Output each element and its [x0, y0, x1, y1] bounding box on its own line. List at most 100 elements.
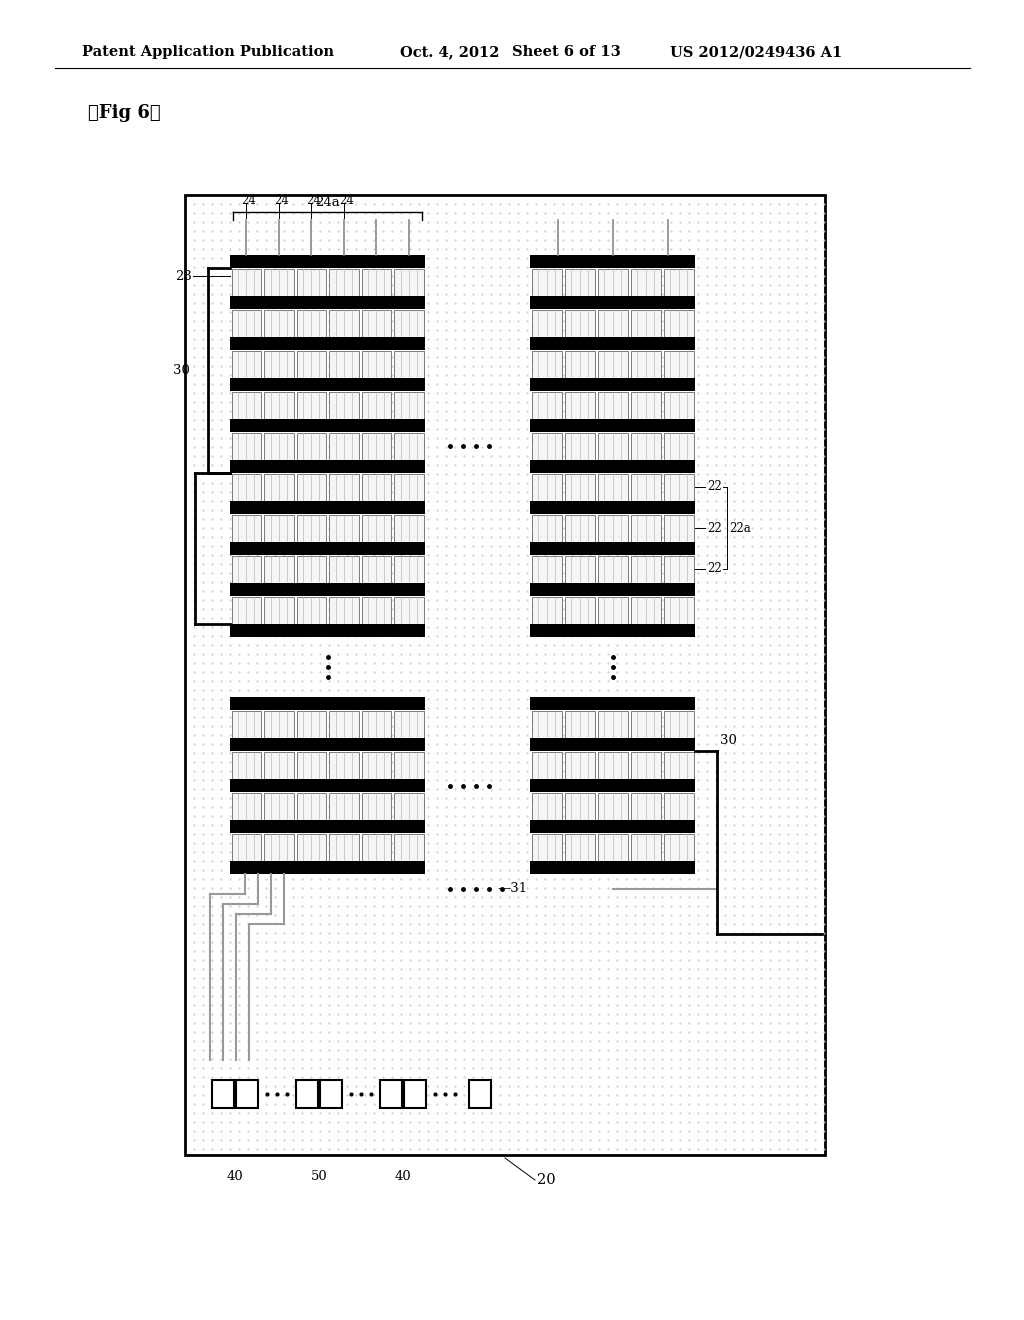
Bar: [394, 515, 424, 543]
Bar: [530, 296, 695, 309]
Bar: [264, 269, 294, 296]
Text: 30: 30: [173, 364, 190, 378]
Bar: [297, 474, 326, 502]
Bar: [297, 310, 326, 337]
Bar: [231, 351, 261, 378]
Bar: [530, 337, 695, 350]
Bar: [597, 433, 628, 459]
Bar: [264, 556, 294, 583]
Bar: [361, 310, 391, 337]
Bar: [230, 459, 425, 473]
Bar: [264, 433, 294, 459]
Bar: [631, 351, 660, 378]
Bar: [212, 1080, 234, 1107]
Bar: [231, 433, 261, 459]
Bar: [664, 711, 693, 738]
Bar: [264, 711, 294, 738]
Text: 30: 30: [720, 734, 737, 747]
Bar: [297, 793, 326, 820]
Bar: [631, 834, 660, 861]
Bar: [564, 433, 595, 459]
Bar: [230, 378, 425, 391]
Bar: [404, 1080, 426, 1107]
Bar: [531, 711, 561, 738]
Bar: [230, 697, 425, 710]
Bar: [394, 392, 424, 418]
Bar: [530, 697, 695, 710]
Bar: [394, 752, 424, 779]
Bar: [297, 752, 326, 779]
Bar: [597, 752, 628, 779]
Bar: [564, 515, 595, 543]
Bar: [530, 820, 695, 833]
Bar: [631, 597, 660, 624]
Text: 24: 24: [242, 194, 256, 206]
Bar: [230, 418, 425, 432]
Bar: [264, 392, 294, 418]
Bar: [394, 597, 424, 624]
Text: 50: 50: [310, 1170, 328, 1183]
Text: 【Fig 6】: 【Fig 6】: [88, 104, 161, 121]
Bar: [361, 392, 391, 418]
Bar: [664, 433, 693, 459]
Bar: [231, 392, 261, 418]
Bar: [361, 351, 391, 378]
Bar: [530, 624, 695, 638]
Bar: [231, 474, 261, 502]
Bar: [329, 351, 358, 378]
Bar: [361, 433, 391, 459]
Bar: [531, 433, 561, 459]
Bar: [531, 752, 561, 779]
Bar: [530, 502, 695, 513]
Text: 23: 23: [175, 269, 191, 282]
Bar: [531, 474, 561, 502]
Bar: [531, 793, 561, 820]
Text: 22a: 22a: [729, 521, 751, 535]
Bar: [564, 752, 595, 779]
Bar: [597, 351, 628, 378]
Text: 24: 24: [339, 194, 353, 206]
Bar: [664, 793, 693, 820]
Bar: [597, 392, 628, 418]
Bar: [597, 515, 628, 543]
Text: 22: 22: [707, 480, 722, 494]
Bar: [394, 433, 424, 459]
Bar: [530, 861, 695, 874]
Bar: [631, 269, 660, 296]
Text: US 2012/0249436 A1: US 2012/0249436 A1: [670, 45, 843, 59]
Bar: [530, 583, 695, 597]
Bar: [230, 738, 425, 751]
Bar: [296, 1080, 318, 1107]
Bar: [231, 269, 261, 296]
Bar: [394, 556, 424, 583]
Bar: [664, 597, 693, 624]
Text: 20: 20: [537, 1173, 556, 1187]
Bar: [531, 515, 561, 543]
Bar: [264, 474, 294, 502]
Bar: [664, 752, 693, 779]
Bar: [297, 351, 326, 378]
Bar: [564, 834, 595, 861]
Bar: [230, 255, 425, 268]
Bar: [597, 711, 628, 738]
Bar: [297, 711, 326, 738]
Bar: [361, 834, 391, 861]
Bar: [329, 269, 358, 296]
Bar: [264, 752, 294, 779]
Bar: [329, 597, 358, 624]
Bar: [230, 337, 425, 350]
Bar: [531, 556, 561, 583]
Bar: [361, 269, 391, 296]
Bar: [597, 793, 628, 820]
Bar: [531, 834, 561, 861]
Bar: [264, 310, 294, 337]
Bar: [664, 515, 693, 543]
Bar: [329, 711, 358, 738]
Bar: [361, 711, 391, 738]
Bar: [329, 793, 358, 820]
Bar: [230, 624, 425, 638]
Bar: [394, 834, 424, 861]
Bar: [361, 752, 391, 779]
Bar: [664, 310, 693, 337]
Bar: [297, 834, 326, 861]
